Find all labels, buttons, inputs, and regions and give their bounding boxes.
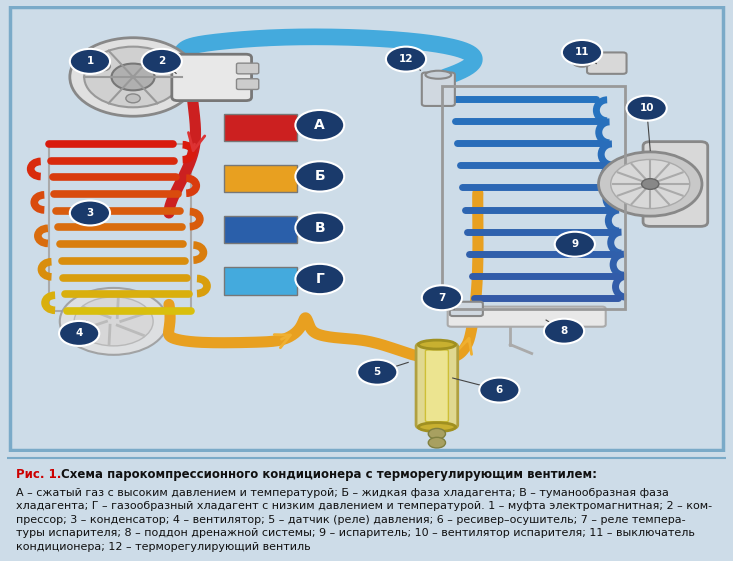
Circle shape	[70, 49, 110, 74]
Circle shape	[386, 47, 426, 72]
FancyBboxPatch shape	[237, 63, 259, 74]
FancyBboxPatch shape	[416, 343, 457, 429]
Circle shape	[59, 321, 99, 346]
Circle shape	[60, 288, 168, 355]
FancyBboxPatch shape	[425, 350, 449, 422]
FancyBboxPatch shape	[643, 141, 708, 227]
Text: 6: 6	[496, 385, 503, 395]
Circle shape	[295, 110, 345, 140]
Text: Б: Б	[314, 169, 325, 183]
FancyBboxPatch shape	[172, 54, 251, 100]
Text: 1: 1	[86, 56, 94, 66]
Circle shape	[562, 40, 602, 65]
Circle shape	[572, 54, 592, 67]
FancyBboxPatch shape	[224, 216, 297, 243]
Circle shape	[428, 438, 446, 448]
Text: 10: 10	[639, 103, 654, 113]
Text: 3: 3	[86, 208, 94, 218]
Text: 7: 7	[438, 293, 446, 303]
Circle shape	[421, 285, 462, 310]
Text: А: А	[314, 118, 325, 132]
Text: Рис. 1.: Рис. 1.	[16, 468, 62, 481]
Circle shape	[295, 161, 345, 192]
Ellipse shape	[425, 71, 452, 79]
Text: 4: 4	[75, 328, 83, 338]
Text: 8: 8	[561, 326, 567, 336]
Ellipse shape	[419, 340, 456, 349]
Circle shape	[479, 378, 520, 403]
FancyBboxPatch shape	[224, 165, 297, 192]
FancyBboxPatch shape	[587, 52, 627, 74]
Text: А – сжатый газ с высоким давлением и температурой; Б – жидкая фаза хладагента; В: А – сжатый газ с высоким давлением и тем…	[16, 488, 712, 552]
Circle shape	[611, 159, 690, 209]
FancyBboxPatch shape	[450, 302, 483, 316]
Circle shape	[126, 94, 140, 103]
FancyBboxPatch shape	[224, 113, 297, 141]
Circle shape	[544, 319, 584, 344]
Text: В: В	[314, 220, 325, 234]
Text: 5: 5	[374, 367, 381, 377]
Ellipse shape	[419, 422, 456, 431]
FancyBboxPatch shape	[421, 72, 455, 106]
Text: 12: 12	[399, 54, 413, 64]
FancyBboxPatch shape	[224, 268, 297, 295]
Circle shape	[74, 297, 153, 346]
Circle shape	[599, 152, 702, 216]
FancyBboxPatch shape	[448, 307, 605, 327]
Circle shape	[295, 213, 345, 243]
Circle shape	[428, 429, 446, 439]
Text: 11: 11	[575, 48, 589, 57]
Circle shape	[96, 62, 111, 71]
Circle shape	[111, 63, 155, 90]
Circle shape	[155, 62, 170, 71]
Circle shape	[555, 232, 595, 257]
Circle shape	[627, 96, 667, 121]
Circle shape	[357, 360, 397, 385]
FancyBboxPatch shape	[237, 79, 259, 89]
Circle shape	[70, 38, 196, 116]
Text: 2: 2	[158, 56, 166, 66]
Text: Схема парокомпрессионного кондиционера с терморегулирующим вентилем:: Схема парокомпрессионного кондиционера с…	[61, 468, 597, 481]
Text: Г: Г	[315, 272, 324, 286]
Circle shape	[84, 47, 182, 107]
Text: 9: 9	[571, 239, 578, 249]
Circle shape	[295, 264, 345, 294]
Circle shape	[641, 178, 659, 190]
Circle shape	[70, 200, 110, 226]
Circle shape	[141, 49, 182, 74]
